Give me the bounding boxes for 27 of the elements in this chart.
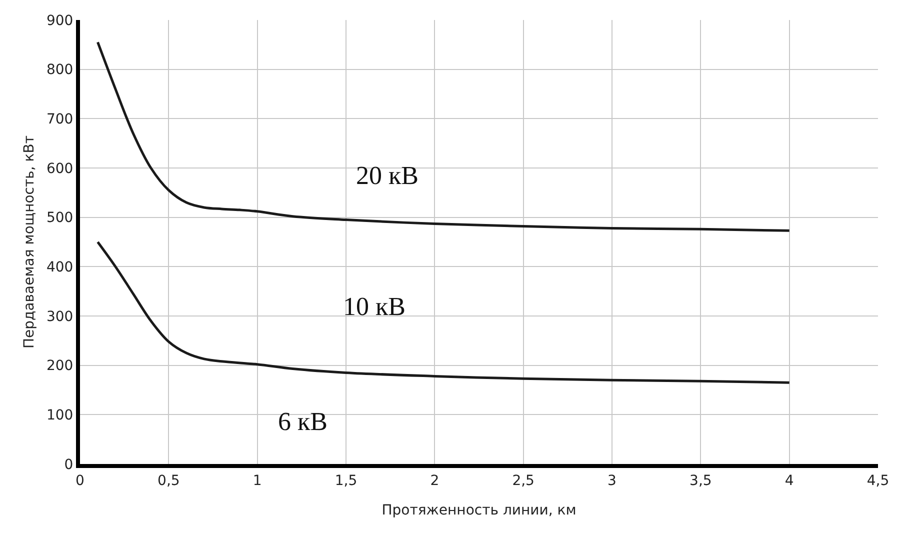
x-tick-label: 1 xyxy=(252,472,262,489)
y-tick-label: 0 xyxy=(64,456,74,473)
y-tick-label: 100 xyxy=(46,408,74,424)
x-tick-label: 0 xyxy=(76,472,84,489)
line-series xyxy=(96,240,791,384)
x-axis-title: Протяженность линии, км xyxy=(382,502,576,519)
y-tick-label: 300 xyxy=(46,308,74,325)
y-tick-label: 500 xyxy=(46,210,74,226)
x-tick-label: 3,5 xyxy=(690,472,712,489)
annotation: 20 кВ xyxy=(356,161,418,190)
y-tick-label: 400 xyxy=(46,260,74,276)
x-tick-label: 4,5 xyxy=(866,472,890,489)
x-tick-label: 2 xyxy=(430,472,440,489)
y-tick-label: 800 xyxy=(46,62,74,78)
y-tick-label: 900 xyxy=(46,12,74,29)
x-tick-label: 3 xyxy=(608,472,616,489)
annotation: 6 кВ xyxy=(278,407,328,436)
y-tick-label: 200 xyxy=(46,358,74,374)
x-tick-label: 0,5 xyxy=(158,472,180,489)
x-tick-label: 2,5 xyxy=(512,472,534,489)
annotation: 10 кВ xyxy=(343,292,406,321)
x-tick-label: 1,5 xyxy=(334,472,358,489)
line-series xyxy=(96,40,791,232)
x-tick-label: 4 xyxy=(784,472,794,489)
y-axis-title: Пердаваемая мощность, кВт xyxy=(22,136,38,348)
y-tick-label: 600 xyxy=(46,160,74,177)
y-tick-label: 700 xyxy=(46,112,74,128)
